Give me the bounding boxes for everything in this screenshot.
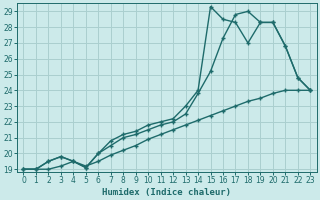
X-axis label: Humidex (Indice chaleur): Humidex (Indice chaleur) [102,188,231,197]
